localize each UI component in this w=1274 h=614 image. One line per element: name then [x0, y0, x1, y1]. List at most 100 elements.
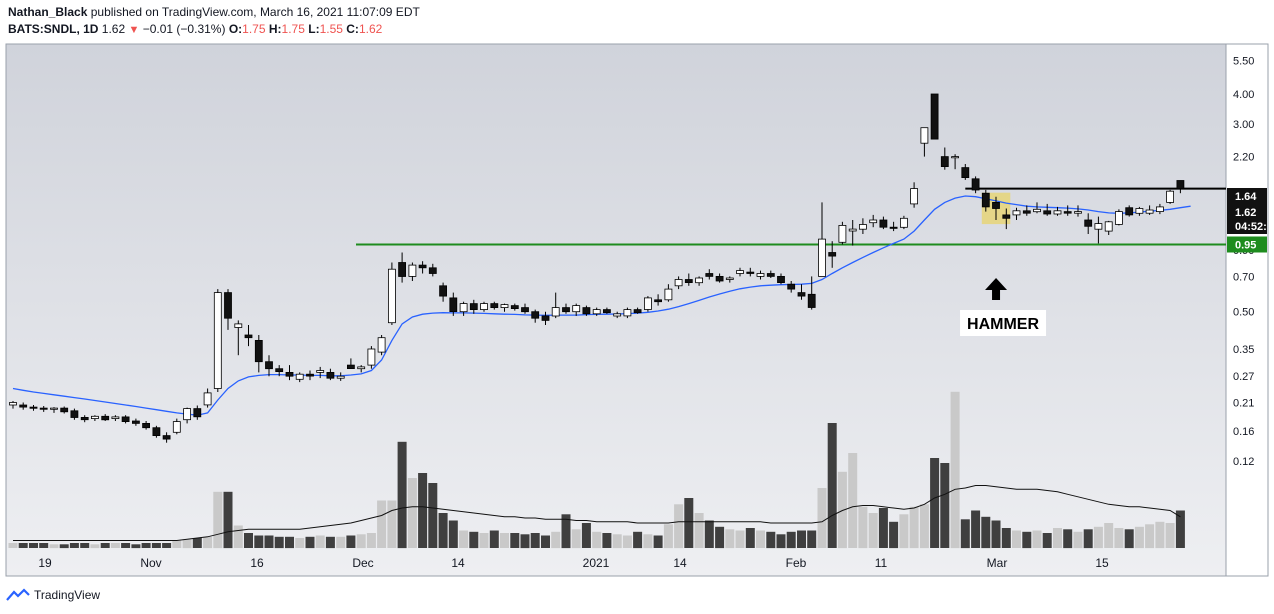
candle-body — [19, 404, 28, 408]
low-value: 1.55 — [319, 22, 343, 36]
annotation-label-box — [960, 310, 1047, 336]
price-badge — [1227, 218, 1267, 234]
price-badge — [1227, 204, 1267, 220]
open-label: O: — [228, 22, 243, 36]
candle-body — [633, 309, 642, 314]
candle-body — [992, 201, 1000, 209]
price-change: −0.01 (−0.31%) — [142, 22, 226, 36]
x-tick-label: Nov — [140, 556, 161, 570]
volume-bar — [510, 533, 520, 548]
volume-bar — [39, 543, 49, 548]
volume-bar — [346, 535, 356, 548]
x-tick-label: 15 — [1095, 556, 1109, 570]
x-tick-label: 16 — [250, 556, 264, 570]
volume-bar — [704, 520, 714, 548]
volume-bar — [1001, 528, 1011, 548]
candle-body — [346, 364, 355, 370]
candlestick-chart[interactable]: HAMMER 5.504.003.002.201.200.900.700.500… — [0, 40, 1274, 580]
candle-body — [654, 299, 662, 303]
candle-body — [715, 275, 724, 282]
volume-bar — [960, 519, 970, 549]
volume-bar — [407, 478, 417, 548]
candle-body — [326, 371, 335, 379]
volume-bar — [336, 536, 346, 549]
volume-bar — [1012, 530, 1021, 548]
y-tick-label: 0.70 — [1233, 271, 1254, 283]
candle-body — [664, 288, 673, 301]
candle-body — [29, 406, 38, 409]
volume-bar — [1145, 524, 1155, 549]
candle-body — [777, 275, 785, 283]
volume-bar — [1022, 531, 1032, 549]
candle-body — [152, 427, 161, 437]
candle-body — [889, 226, 898, 229]
candle-body — [961, 167, 970, 178]
candle-body — [1166, 190, 1174, 203]
x-tick-label: 2021 — [583, 556, 610, 570]
volume-bar — [29, 543, 38, 548]
volume-bar — [233, 525, 243, 548]
candle-body — [428, 267, 437, 274]
volume-bar — [59, 544, 69, 549]
candle-body — [940, 156, 949, 167]
volume-bar — [930, 458, 940, 548]
candle-body — [336, 375, 345, 379]
price-badge-label: 1.64 — [1235, 191, 1257, 203]
volume-bar — [622, 535, 632, 548]
volume-bar — [110, 543, 120, 548]
price-axis[interactable] — [1225, 43, 1269, 577]
candle-body — [459, 303, 468, 313]
candle-body — [787, 283, 796, 290]
y-tick-label: 0.27 — [1233, 371, 1254, 383]
volume-bar — [90, 544, 100, 549]
candle-body — [306, 373, 314, 377]
volume-bar — [8, 543, 18, 548]
volume-bar — [387, 500, 397, 548]
volume-bar — [172, 540, 182, 548]
volume-bar — [981, 516, 991, 549]
candle-body — [418, 264, 427, 269]
candle-body — [746, 271, 755, 274]
candle-body — [377, 337, 386, 353]
volume-bar — [459, 530, 469, 548]
volume-bar — [182, 539, 192, 549]
volume-bar — [971, 510, 981, 548]
volume-bar — [295, 538, 305, 548]
volume-bar — [786, 531, 796, 549]
price-badge — [1227, 236, 1267, 253]
volume-bar — [940, 463, 950, 548]
candle-body — [244, 334, 253, 339]
volume-bar — [848, 453, 858, 548]
candle-body — [1063, 211, 1072, 214]
candle-body — [736, 270, 744, 274]
candle-body — [193, 408, 202, 418]
author-name[interactable]: Nathan_Black — [8, 5, 88, 19]
candle-body — [930, 93, 939, 140]
volume-bar — [837, 471, 847, 549]
volume-bar — [674, 504, 684, 549]
volume-bar — [592, 531, 602, 549]
volume-bar — [100, 543, 110, 548]
y-axis-labels: 5.504.003.002.201.200.900.700.500.350.27… — [1227, 56, 1267, 468]
candle-body — [592, 309, 601, 315]
candle-body — [1094, 223, 1103, 230]
volume-bar — [285, 536, 294, 549]
volume-bar — [244, 533, 253, 548]
candle-body — [572, 305, 581, 313]
volume-bar — [1093, 526, 1103, 549]
candle-body — [1002, 214, 1011, 219]
tradingview-logo[interactable]: TradingView — [6, 588, 100, 602]
candle-body — [869, 219, 878, 224]
volume-bar — [868, 513, 878, 548]
volume-bar — [602, 533, 612, 548]
volume-bar — [1032, 530, 1042, 548]
candle-body — [603, 309, 611, 314]
candle-body — [1145, 209, 1154, 214]
volume-bar — [223, 491, 233, 549]
volume-bar — [1165, 523, 1175, 548]
volume-bar — [633, 531, 643, 549]
candle-body — [1156, 206, 1164, 212]
candle-body — [1125, 207, 1134, 216]
x-tick-label: 11 — [875, 556, 888, 570]
up-arrow-icon — [985, 278, 1008, 300]
